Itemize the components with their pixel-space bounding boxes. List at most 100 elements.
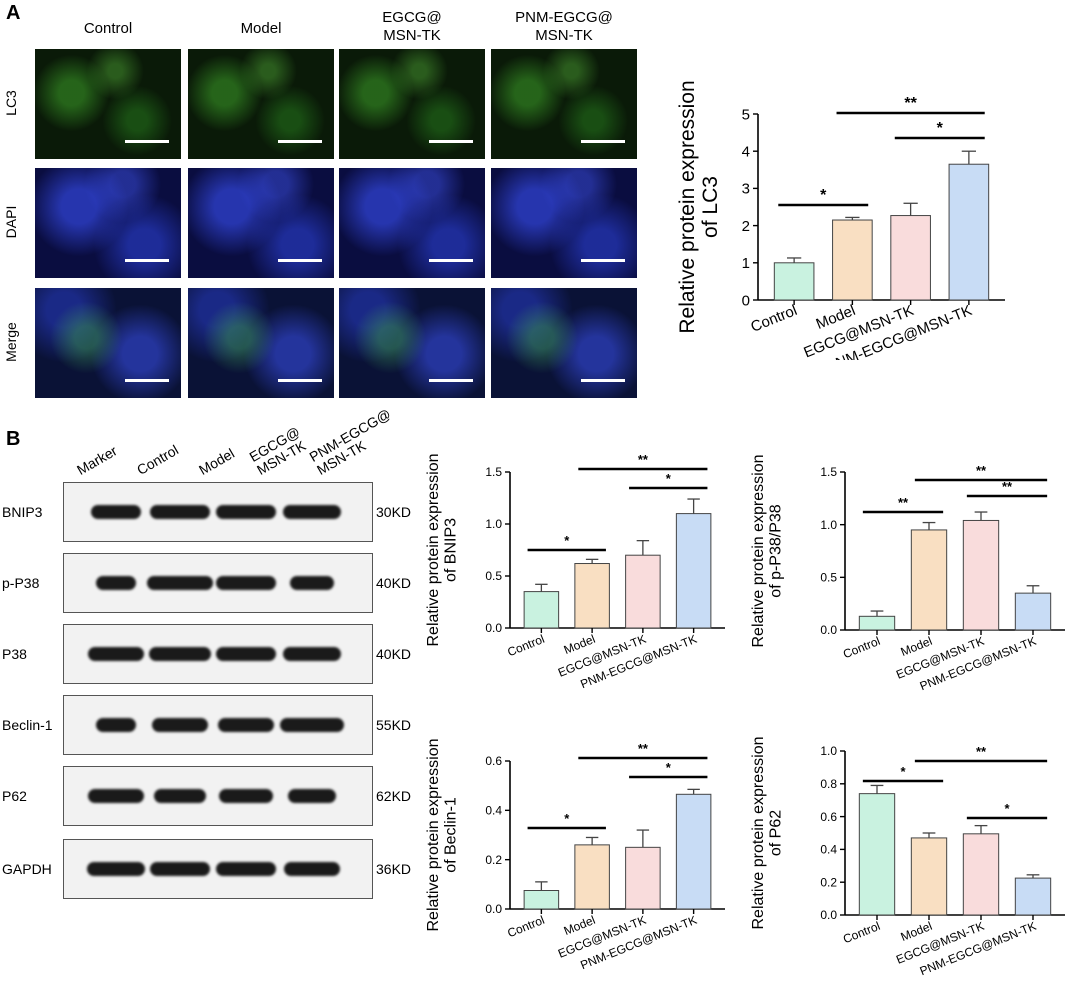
y-tick-label: 0.4 [485,804,502,818]
blot-protein-label: BNIP3 [2,504,43,520]
blot-band [91,505,141,519]
blot-band [150,505,210,519]
scale-bar [278,379,322,382]
blot-kd-label: 40KD [376,646,412,662]
significance-label: ** [904,95,917,112]
y-tick-label: 1.0 [485,517,502,531]
scale-bar [581,140,625,143]
blot-protein-label: P62 [2,788,27,804]
lc3-bar-chart: Relative protein expressionof LC3 0 1 2 3 4 5 C… [676,80,1005,360]
row-label: DAPI [3,205,19,239]
scale-bar [278,140,322,143]
bar [858,615,896,631]
scale-bar [429,140,473,143]
y-tick-label: 0.5 [485,569,502,583]
y-axis-label: Relative protein expressionof Beclin-1 [425,739,460,932]
y-axis-label-line: of Beclin-1 [443,797,460,873]
x-tick-label: Control [841,634,882,661]
blot-band [216,862,276,876]
blot-protein-label: P38 [2,646,27,662]
bar [625,554,661,629]
significance-label: ** [976,744,987,759]
beclin1-bar-chart: Relative protein expressionof Beclin-1 0.… [425,739,725,972]
y-axis-label-line: Relative protein expression [750,455,767,648]
bar [910,529,948,631]
y-axis-label-line: Relative protein expression [750,737,767,930]
scale-bar [581,379,625,382]
y-tick-label: 0.6 [820,810,837,824]
micrograph [35,49,181,159]
x-tick-label: Control [505,632,546,659]
scale-bar [581,259,625,262]
panel-b-letter: B [6,428,21,450]
blot-band [216,576,276,590]
blot-kd-label: 40KD [376,575,412,591]
blot-band [96,718,136,732]
blot-band [290,576,334,590]
bar [574,563,610,629]
micrograph [491,49,637,159]
scale-bar [278,259,322,262]
y-tick-label: 1.0 [820,518,837,532]
y-tick-label: 0.6 [485,754,502,768]
y-tick-label: 0.2 [485,853,502,867]
micrograph [491,168,637,278]
y-axis-label-line: Relative protein expression [425,454,442,647]
y-tick-label: 0.0 [820,908,837,922]
blot-kd-label: 62KD [376,788,412,804]
blot-band [150,862,210,876]
blot-band [280,718,344,732]
micrograph [188,288,334,398]
blot-band [154,789,206,803]
y-tick-label: 0 [742,292,750,309]
bar [910,837,948,916]
blot-band [218,718,274,732]
x-tick-label: Control [748,302,799,336]
blot-band [283,647,341,661]
micrograph [339,49,485,159]
blot-band [216,505,276,519]
blot-band [219,789,273,803]
scale-bar [125,140,169,143]
blot-band [88,647,144,661]
significance-label: * [900,764,906,779]
y-axis-label: Relative protein expressionof P62 [750,737,785,930]
y-axis-label: Relative protein expressionof LC3 [676,80,722,333]
significance-label: * [937,120,944,137]
y-axis-label-line: of BNIP3 [443,518,460,582]
micrograph [188,168,334,278]
y-tick-label: 3 [742,181,750,198]
blot-band [87,862,145,876]
column-header: Model [240,20,282,37]
scale-bar [125,259,169,262]
lane-label: Model [196,445,238,478]
significance-label: * [666,760,672,775]
x-tick-label: Control [841,919,882,946]
bar [962,833,1000,916]
bar [523,591,560,629]
blot-band [147,576,213,590]
blot-kd-label: 55KD [376,717,412,733]
significance-label: * [564,533,570,548]
blot-kd-label: 30KD [376,504,412,520]
bar [675,793,712,910]
micrograph [35,168,181,278]
bnip3-bar-chart: Relative protein expressionof BNIP3 0.0 0.… [425,452,725,691]
bar [948,163,990,301]
bar [890,215,931,301]
bar [523,890,560,910]
bar [574,844,610,910]
blot-band [216,647,276,661]
significance-label: ** [976,463,987,478]
lane-label: PNM-EGCG@ MSN-TK [306,405,394,478]
column-header: PNM-EGCG@ MSN-TK [515,9,613,44]
blot-band [283,505,341,519]
row-label: LC3 [3,90,19,116]
column-header: EGCG@ MSN-TK [382,9,442,44]
bar [832,219,873,301]
y-axis-label-line: Relative protein expression [676,80,699,333]
lane-label: Control [134,441,182,478]
y-tick-label: 1 [742,255,750,272]
bar [962,519,1000,631]
micrograph [339,168,485,278]
